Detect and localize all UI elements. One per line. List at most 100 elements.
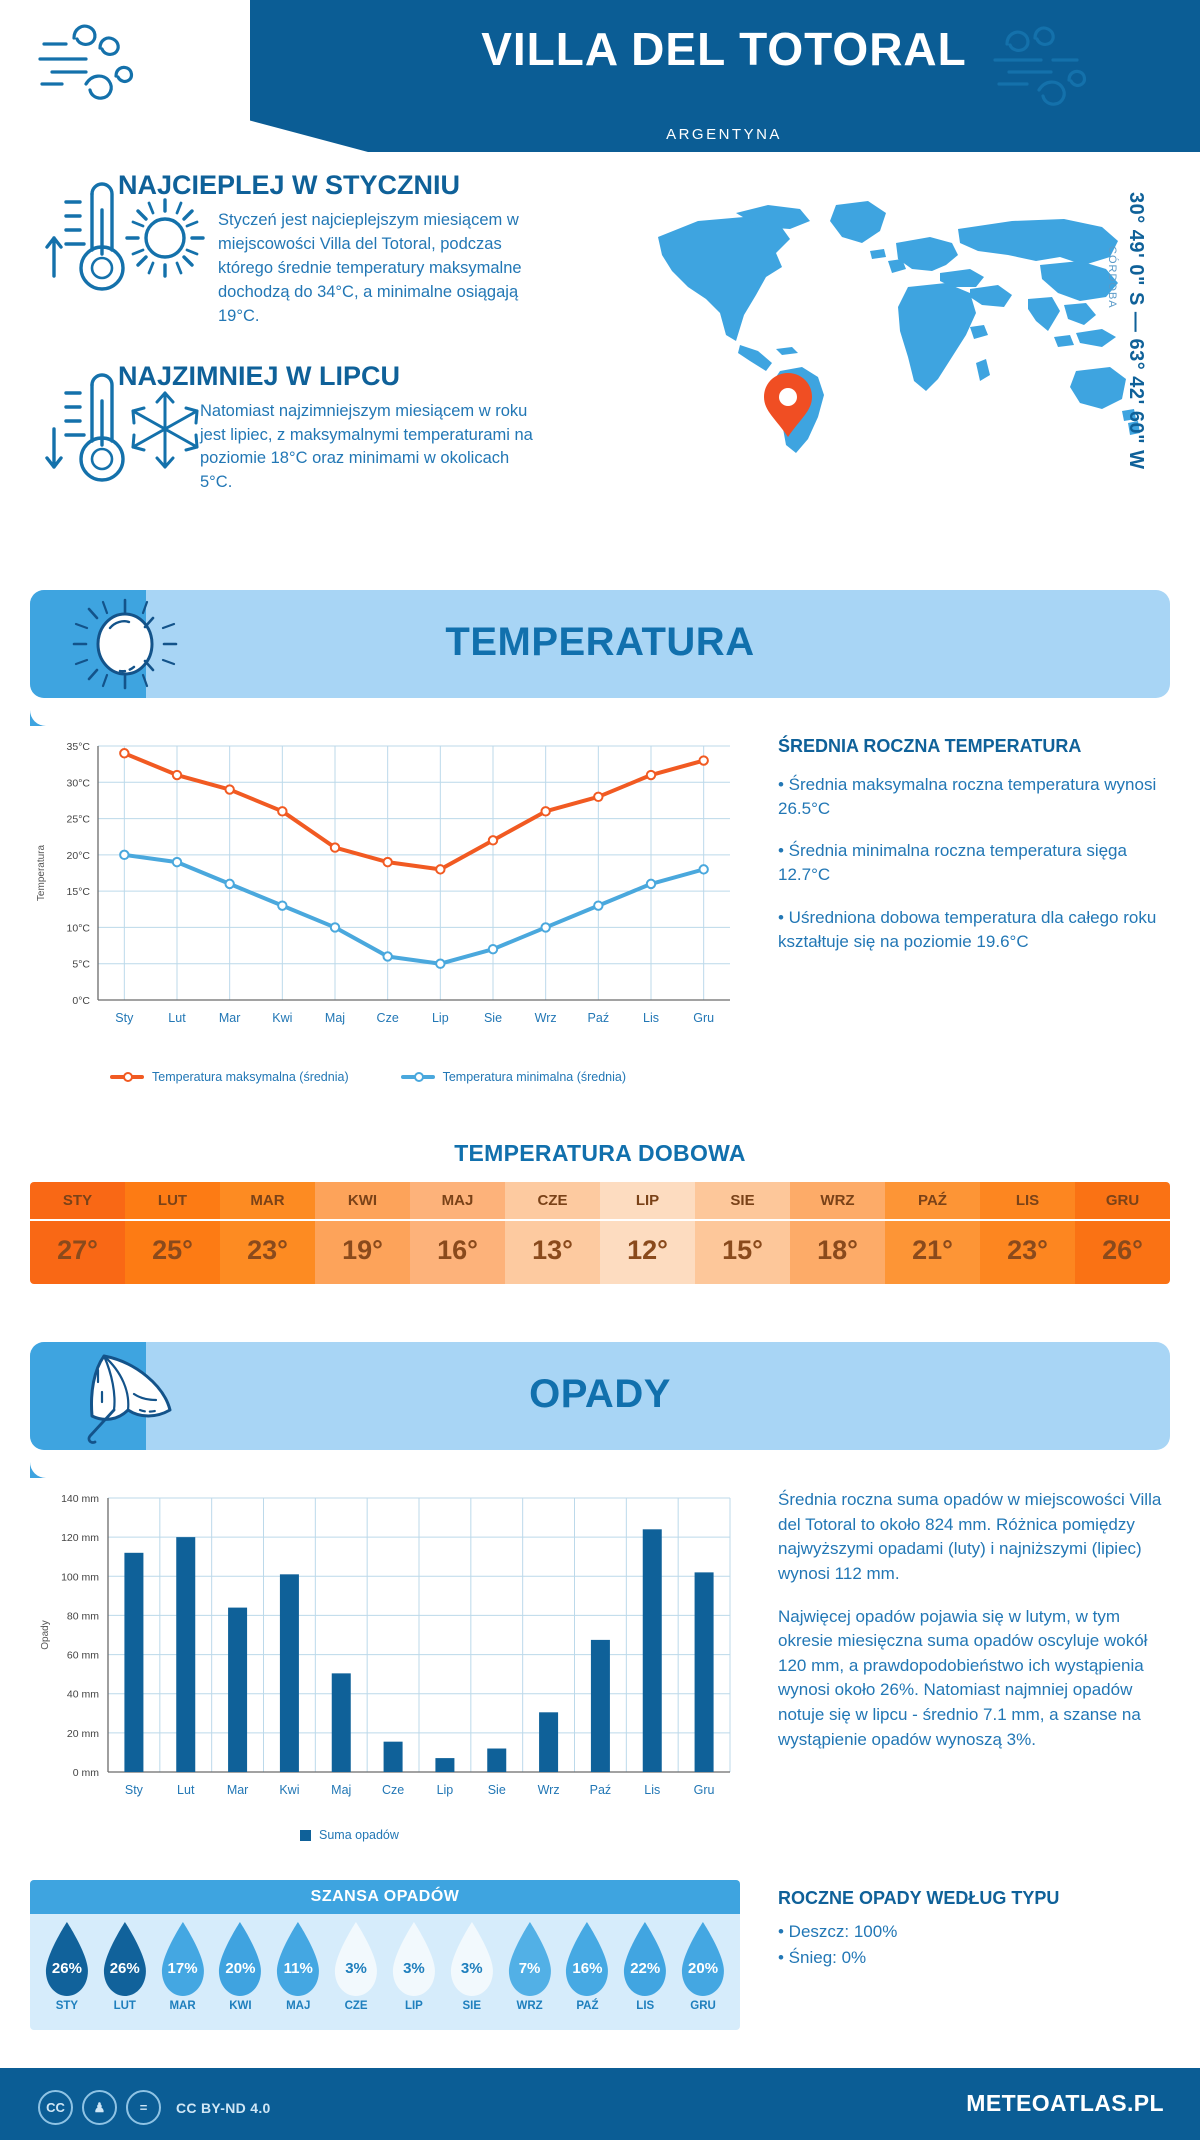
- map-marker: [764, 373, 812, 437]
- precipitation-section-tail-mask: [30, 1450, 92, 1478]
- daily-temp-month: LIP: [600, 1182, 695, 1219]
- precipitation-chart: Opady 0 mm 20 mm 40 mm 60 mm 80 mm 100 mm 120 m…: [30, 1480, 750, 1840]
- header-white-panel: [0, 0, 250, 130]
- coordinates-label: 30° 49' 0" S — 63° 42' 60" W: [1125, 192, 1147, 470]
- coldest-block: NAJZIMNIEJ W LIPCU Natomiast najzimniejs…: [0, 361, 660, 496]
- page-footer: [0, 2068, 1200, 2140]
- umbrella-icon: [78, 1348, 182, 1449]
- temperature-summary-bullet: • Średnia maksymalna roczna temperatura …: [778, 775, 1157, 819]
- thermometer-hot-icon: [40, 180, 210, 300]
- rain-chance-month: LIP: [404, 2000, 423, 2012]
- svg-text:Lip: Lip: [432, 1011, 449, 1025]
- water-drop-icon: [385, 1920, 443, 1998]
- precipitation-types: ROCZNE OPADY WEDŁUG TYPU • Deszcz: 100% …: [778, 1888, 1170, 1970]
- rain-chance-value: 17%: [167, 1960, 198, 1977]
- svg-text:120 mm: 120 mm: [61, 1532, 99, 1544]
- svg-text:Sty: Sty: [125, 1783, 144, 1797]
- svg-text:0°C: 0°C: [72, 995, 90, 1007]
- world-map: [640, 195, 1140, 460]
- water-drop-icon: [558, 1920, 616, 1998]
- rain-chance-month: KWI: [229, 2000, 252, 2012]
- temperature-summary-bullet: • Uśredniona dobowa temperatura dla całe…: [778, 907, 1157, 951]
- svg-text:Gru: Gru: [694, 1783, 715, 1797]
- temperature-chart-legend: Temperatura maksymalna (średnia) Tempera…: [110, 1070, 626, 1084]
- temperature-section-tail-mask: [30, 698, 92, 726]
- water-drop-icon: [443, 1920, 501, 1998]
- rain-chance-month: SIE: [462, 2000, 482, 2012]
- daily-temp-month: CZE: [505, 1182, 600, 1219]
- svg-text:100 mm: 100 mm: [61, 1571, 99, 1583]
- daily-temp-month: SIE: [695, 1182, 790, 1219]
- license-group: CC ♟ = CC BY-ND 4.0: [38, 2090, 271, 2125]
- rain-chance-cell: 11% MAJ: [269, 1920, 327, 2012]
- legend-label-precip: Suma opadów: [319, 1828, 399, 1842]
- region-label: CÓRDOBA: [1106, 246, 1118, 309]
- page-header: VILLA DEL TOTORAL ARGENTYNA: [0, 0, 1200, 152]
- temperature-summary-bullet: • Średnia minimalna roczna temperatura s…: [778, 841, 1127, 885]
- water-drop-icon: [269, 1920, 327, 1998]
- svg-text:Mar: Mar: [219, 1011, 241, 1025]
- daily-temp-value: 18°: [790, 1219, 885, 1284]
- svg-text:140 mm: 140 mm: [61, 1493, 99, 1505]
- svg-text:Lut: Lut: [168, 1011, 186, 1025]
- daily-temp-month: KWI: [315, 1182, 410, 1219]
- by-icon: ♟: [82, 2090, 117, 2125]
- rain-chance-month: WRZ: [516, 2000, 543, 2012]
- daily-temp-value: 26°: [1075, 1219, 1170, 1284]
- rain-chance-cell: 26% LUT: [96, 1920, 154, 2012]
- wind-icon: [985, 20, 1113, 117]
- svg-text:15°C: 15°C: [67, 886, 91, 898]
- daily-temp-month: MAJ: [410, 1182, 505, 1219]
- svg-text:Cze: Cze: [382, 1783, 404, 1797]
- rain-chance-value: 3%: [345, 1960, 367, 1977]
- svg-text:5°C: 5°C: [72, 959, 90, 971]
- temperature-summary: ŚREDNIA ROCZNA TEMPERATURA • Średnia mak…: [778, 736, 1168, 972]
- rain-chance-value: 26%: [51, 1960, 82, 1977]
- temperature-section-bar: TEMPERATURA: [30, 590, 1170, 698]
- rain-chance-month: GRU: [690, 2000, 716, 2012]
- country-label: ARGENTYNA: [666, 126, 782, 143]
- precipitation-paragraph: Najwięcej opadów pojawia się w lutym, w …: [778, 1606, 1148, 1749]
- rain-chance-value: 3%: [460, 1960, 483, 1977]
- rain-chance-cell: 22% LIS: [616, 1920, 674, 2012]
- rain-chance-cell: 3% CZE: [327, 1920, 385, 2012]
- water-drop-icon: [96, 1920, 154, 1998]
- water-drop-icon: [154, 1920, 212, 1998]
- rain-chance-month: LUT: [113, 2000, 136, 2012]
- daily-temp-month: MAR: [220, 1182, 315, 1219]
- rain-chance-value: 20%: [225, 1960, 256, 1977]
- svg-text:20°C: 20°C: [67, 850, 91, 862]
- water-drop-icon: [674, 1920, 732, 1998]
- warmest-text: Styczeń jest najcieplejszym miesiącem w …: [218, 211, 522, 325]
- daily-temperature-table: STY LUT MAR KWI MAJ CZE LIP SIE WRZ PAŹ LIS GRU 27° 2…: [30, 1182, 1170, 1284]
- rain-chance-panel: SZANSA OPADÓW 26% STY 26% LUT 17% MAR 20% KWI 11…: [30, 1880, 740, 2030]
- daily-temp-value: 19°: [315, 1219, 410, 1284]
- rain-chance-cell: 26% STY: [38, 1920, 96, 2012]
- warmest-heading: NAJCIEPLEJ W STYCZNIU: [118, 170, 461, 200]
- daily-temp-month: LUT: [125, 1182, 220, 1219]
- legend-item-precip: Suma opadów: [300, 1828, 399, 1842]
- rain-chance-cell: 17% MAR: [154, 1920, 212, 2012]
- intro-section: NAJCIEPLEJ W STYCZNIU Styczeń jest najci…: [0, 170, 660, 505]
- svg-text:25°C: 25°C: [67, 814, 91, 826]
- svg-text:Paź: Paź: [588, 1011, 610, 1025]
- daily-temp-value: 21°: [885, 1219, 980, 1284]
- precipitation-types-heading: ROCZNE OPADY WEDŁUG TYPU: [778, 1888, 1060, 1908]
- svg-text:Cze: Cze: [377, 1011, 399, 1025]
- svg-text:40 mm: 40 mm: [67, 1689, 99, 1701]
- svg-text:Sie: Sie: [484, 1011, 502, 1025]
- svg-text:Lis: Lis: [644, 1783, 660, 1797]
- sun-icon: [70, 598, 180, 695]
- rain-chance-month: PAŹ: [576, 2000, 599, 2012]
- svg-text:Wrz: Wrz: [535, 1011, 557, 1025]
- rain-chance-value: 16%: [572, 1960, 603, 1977]
- svg-text:Maj: Maj: [331, 1783, 351, 1797]
- rain-chance-value: 22%: [630, 1960, 661, 1977]
- svg-text:80 mm: 80 mm: [67, 1610, 99, 1622]
- precipitation-type-item: • Deszcz: 100%: [778, 1922, 898, 1941]
- water-drop-icon: [211, 1920, 269, 1998]
- svg-text:Opady: Opady: [40, 1620, 51, 1649]
- svg-text:10°C: 10°C: [67, 922, 91, 934]
- legend-swatch-max: [110, 1072, 144, 1082]
